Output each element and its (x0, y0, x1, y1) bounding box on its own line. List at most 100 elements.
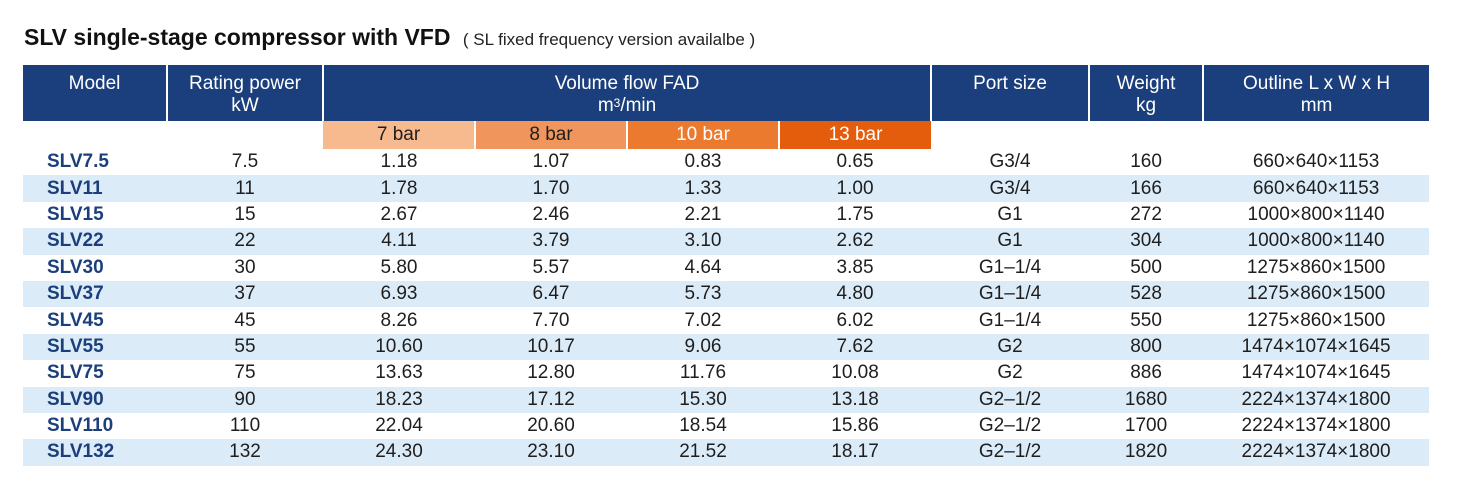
flow-13bar-cell: 18.17 (779, 439, 932, 466)
table-row: SLV15 15 2.67 2.46 2.21 1.75 G1 272 1000×800×114… (23, 201, 1430, 229)
flow-13bar-cell: 15.86 (779, 412, 932, 440)
rating-cell: 75 (167, 360, 323, 387)
outline-cell: 660×640×1153 (1203, 175, 1430, 202)
flow-10bar-cell: 18.54 (627, 412, 779, 440)
flow-10bar-cell: 0.83 (627, 149, 779, 176)
flow-8bar-cell: 1.70 (475, 175, 627, 202)
model-cell: SLV37 (23, 280, 167, 308)
header-volume-flow: Volume flow FAD m3/min (323, 65, 933, 121)
header-rating: Rating power kW (167, 65, 324, 121)
weight-cell: 1820 (1089, 439, 1204, 466)
page-subtitle: ( SL fixed frequency version availalbe ) (462, 30, 756, 49)
model-cell: SLV7.5 (23, 149, 167, 176)
flow-7bar-cell: 22.04 (323, 412, 475, 440)
flow-13bar-cell: 1.00 (779, 175, 932, 202)
flow-7bar-cell: 5.80 (323, 254, 475, 281)
outline-cell: 1000×800×1140 (1203, 201, 1430, 229)
weight-cell: 528 (1089, 280, 1204, 308)
flow-8bar-cell: 1.07 (475, 149, 627, 176)
table-row: SLV30 30 5.80 5.57 4.64 3.85 G1–1/4 500 1275×860… (23, 254, 1430, 281)
port-size-cell: G2 (931, 360, 1090, 387)
flow-13bar-cell: 10.08 (779, 360, 932, 387)
rating-cell: 37 (167, 280, 323, 308)
rating-cell: 15 (167, 201, 323, 229)
flow-13bar-cell: 6.02 (779, 307, 932, 334)
model-cell: SLV22 (23, 228, 167, 255)
flow-7bar-cell: 18.23 (323, 386, 475, 413)
rating-cell: 55 (167, 333, 323, 361)
flow-13bar-cell: 1.75 (779, 201, 932, 229)
flow-8bar-cell: 10.17 (475, 333, 627, 361)
pressure-blank-cell (931, 121, 1090, 149)
outline-cell: 1275×860×1500 (1203, 280, 1430, 308)
outline-cell: 1474×1074×1645 (1203, 333, 1430, 361)
flow-10bar-cell: 11.76 (627, 360, 779, 387)
port-size-cell: G1 (931, 228, 1090, 255)
table-header: Model Rating power kW Volume flow FAD m3/m… (23, 65, 1430, 149)
outline-cell: 660×640×1153 (1203, 149, 1430, 176)
flow-8bar-cell: 3.79 (475, 228, 627, 255)
flow-10bar-cell: 1.33 (627, 175, 779, 202)
flow-13bar-cell: 4.80 (779, 280, 932, 308)
flow-13bar-cell: 7.62 (779, 333, 932, 361)
weight-cell: 160 (1089, 149, 1204, 176)
table-row: SLV11 11 1.78 1.70 1.33 1.00 G3/4 166 660×640×11… (23, 175, 1430, 202)
model-cell: SLV45 (23, 307, 167, 334)
flow-8bar-cell: 12.80 (475, 360, 627, 387)
weight-cell: 1680 (1089, 386, 1204, 413)
flow-10bar-cell: 4.64 (627, 254, 779, 281)
outline-cell: 1000×800×1140 (1203, 228, 1430, 255)
weight-cell: 304 (1089, 228, 1204, 255)
rating-cell: 11 (167, 175, 323, 202)
pressure-blank-cell (1089, 121, 1204, 149)
port-size-cell: G3/4 (931, 149, 1090, 176)
pressure-8-bar: 8 bar (475, 121, 628, 149)
port-size-cell: G1–1/4 (931, 307, 1090, 334)
page-title: SLV single-stage compressor with VFD (24, 24, 451, 50)
flow-8bar-cell: 17.12 (475, 386, 627, 413)
flow-13bar-cell: 2.62 (779, 228, 932, 255)
port-size-cell: G1–1/4 (931, 280, 1090, 308)
port-size-cell: G3/4 (931, 175, 1090, 202)
model-cell: SLV75 (23, 360, 167, 387)
outline-cell: 2224×1374×1800 (1203, 412, 1430, 440)
table-row: SLV37 37 6.93 6.47 5.73 4.80 G1–1/4 528 1275×860… (23, 280, 1430, 308)
outline-cell: 1275×860×1500 (1203, 307, 1430, 334)
model-cell: SLV90 (23, 386, 167, 413)
flow-10bar-cell: 9.06 (627, 333, 779, 361)
flow-13bar-cell: 13.18 (779, 386, 932, 413)
table-row: SLV110 110 22.04 20.60 18.54 15.86 G2–1/2 1700 2… (23, 412, 1430, 440)
model-cell: SLV15 (23, 201, 167, 229)
pressure-13-bar: 13 bar (779, 121, 932, 149)
model-cell: SLV55 (23, 333, 167, 361)
model-cell: SLV132 (23, 439, 167, 466)
weight-cell: 550 (1089, 307, 1204, 334)
flow-7bar-cell: 1.18 (323, 149, 475, 176)
outline-cell: 1275×860×1500 (1203, 254, 1430, 281)
port-size-cell: G2–1/2 (931, 386, 1090, 413)
flow-7bar-cell: 8.26 (323, 307, 475, 334)
header-port-size: Port size (931, 65, 1091, 121)
rating-cell: 90 (167, 386, 323, 413)
rating-cell: 110 (167, 412, 323, 440)
flow-7bar-cell: 2.67 (323, 201, 475, 229)
pressure-blank-cell (167, 121, 323, 149)
weight-cell: 800 (1089, 333, 1204, 361)
header-weight: Weight kg (1089, 65, 1205, 121)
outline-cell: 1474×1074×1645 (1203, 360, 1430, 387)
flow-13bar-cell: 3.85 (779, 254, 932, 281)
flow-13bar-cell: 0.65 (779, 149, 932, 176)
port-size-cell: G1 (931, 201, 1090, 229)
port-size-cell: G2–1/2 (931, 412, 1090, 440)
flow-8bar-cell: 2.46 (475, 201, 627, 229)
flow-7bar-cell: 4.11 (323, 228, 475, 255)
port-size-cell: G1–1/4 (931, 254, 1090, 281)
outline-cell: 2224×1374×1800 (1203, 439, 1430, 466)
table-row: SLV132 132 24.30 23.10 21.52 18.17 G2–1/2 1820 2… (23, 439, 1430, 466)
model-cell: SLV11 (23, 175, 167, 202)
port-size-cell: G2 (931, 333, 1090, 361)
weight-cell: 272 (1089, 201, 1204, 229)
weight-cell: 886 (1089, 360, 1204, 387)
table-row: SLV45 45 8.26 7.70 7.02 6.02 G1–1/4 550 1275×860… (23, 307, 1430, 334)
